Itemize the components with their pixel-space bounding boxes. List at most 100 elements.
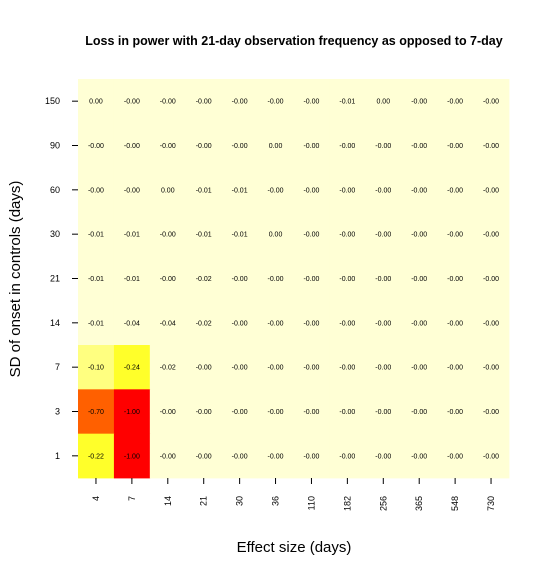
cell-value-label: -0.00 (303, 453, 319, 460)
cell-value-label: -0.00 (196, 453, 212, 460)
y-tick-label: 60 (50, 185, 60, 195)
cell-value-label: -0.00 (375, 453, 391, 460)
cell-value-label: -1.00 (124, 453, 140, 460)
cell-value-label: -0.00 (483, 143, 499, 150)
cell-value-label: -0.00 (447, 453, 463, 460)
y-tick-label: 150 (45, 96, 60, 106)
cell-value-label: -0.01 (232, 232, 248, 239)
cell-value-label: -0.00 (339, 453, 355, 460)
cell-value-label: -0.00 (339, 187, 355, 194)
cell-value-label: -0.00 (232, 365, 248, 372)
cell-value-label: -0.00 (447, 276, 463, 283)
cell-value-label: -0.00 (483, 187, 499, 194)
cell-value-label: -0.02 (160, 365, 176, 372)
cell-value-label: -0.00 (303, 365, 319, 372)
cell-value-label: -0.70 (88, 409, 104, 416)
cell-value-label: -0.00 (232, 143, 248, 150)
cell-value-label: -0.00 (303, 143, 319, 150)
cell-value-label: -0.00 (88, 143, 104, 150)
x-tick-label: 110 (306, 496, 316, 510)
cell-value-label: -0.01 (232, 187, 248, 194)
cell-value-label: -0.01 (124, 276, 140, 283)
cell-value-label: -0.00 (160, 99, 176, 106)
cell-value-label: -0.00 (268, 187, 284, 194)
cell-value-label: -0.01 (196, 232, 212, 239)
cell-value-label: -0.00 (232, 99, 248, 106)
cell-value-label: -0.00 (447, 99, 463, 106)
x-tick-label: 30 (235, 496, 245, 506)
cell-value-label: -0.00 (411, 365, 427, 372)
cell-value-label: -0.00 (447, 232, 463, 239)
cell-value-label: 0.00 (269, 143, 283, 150)
cell-value-label: -0.00 (447, 187, 463, 194)
cell-value-label: -0.01 (124, 232, 140, 239)
cell-value-label: -0.00 (339, 232, 355, 239)
cell-value-label: -0.00 (339, 143, 355, 150)
cell-value-label: -0.00 (196, 365, 212, 372)
cell-value-label: -0.00 (411, 99, 427, 106)
cell-value-label: -0.00 (232, 453, 248, 460)
cell-value-label: -0.00 (411, 187, 427, 194)
heatmap-cells (78, 79, 509, 478)
x-tick-label: 36 (271, 496, 281, 506)
cell-value-label: -0.00 (124, 187, 140, 194)
chart-title: Loss in power with 21-day observation fr… (85, 34, 502, 48)
cell-value-label: -0.00 (339, 320, 355, 327)
cell-value-label: -0.24 (124, 365, 140, 372)
cell-value-label: -0.00 (124, 143, 140, 150)
cell-value-label: -0.00 (483, 99, 499, 106)
cell-value-label: -0.00 (124, 99, 140, 106)
cell-value-label: -0.00 (160, 143, 176, 150)
cell-value-label: -0.00 (483, 232, 499, 239)
cell-value-label: -0.00 (303, 320, 319, 327)
cell-value-label: -0.00 (268, 409, 284, 416)
cell-value-label: -0.00 (232, 409, 248, 416)
cell-value-label: -0.00 (268, 320, 284, 327)
x-tick-label: 365 (414, 496, 424, 511)
x-tick-label: 730 (486, 496, 496, 511)
cell-value-label: -0.00 (483, 409, 499, 416)
cell-value-label: -0.00 (411, 320, 427, 327)
cell-value-label: -0.01 (339, 99, 355, 106)
cell-value-label: -0.00 (447, 320, 463, 327)
cell-value-label: -0.00 (196, 409, 212, 416)
cell-value-label: -0.00 (196, 143, 212, 150)
cell-value-label: -0.00 (375, 143, 391, 150)
cell-value-label: -0.02 (196, 320, 212, 327)
y-tick-label: 1 (55, 451, 60, 461)
cell-value-label: -0.00 (483, 276, 499, 283)
cell-value-label: -0.00 (232, 276, 248, 283)
cell-value-label: -0.00 (232, 320, 248, 327)
cell-value-label: -0.00 (303, 276, 319, 283)
cell-value-label: -0.00 (339, 365, 355, 372)
x-tick-label: 14 (163, 496, 173, 506)
cell-value-label: -0.00 (268, 365, 284, 372)
cell-value-label: -0.01 (88, 276, 104, 283)
y-tick-label: 21 (50, 274, 60, 284)
cell-value-label: -0.00 (339, 409, 355, 416)
cell-value-label: -0.00 (268, 99, 284, 106)
cell-value-label: -0.00 (483, 453, 499, 460)
cell-value-label: -0.00 (303, 99, 319, 106)
cell-value-label: 0.00 (376, 99, 390, 106)
cell-value-label: -0.00 (375, 276, 391, 283)
cell-value-label: -0.22 (88, 453, 104, 460)
x-tick-label: 21 (199, 496, 209, 506)
cell-value-label: -0.01 (88, 232, 104, 239)
cell-value-label: -0.02 (196, 276, 212, 283)
x-axis-label: Effect size (days) (237, 539, 352, 556)
cell-value-label: -0.00 (375, 320, 391, 327)
y-tick-label: 7 (55, 362, 60, 372)
cell-value-label: -0.00 (160, 232, 176, 239)
y-tick-label: 30 (50, 229, 60, 239)
cell-value-label: 0.00 (269, 232, 283, 239)
y-axis-label: SD of onset in controls (days) (7, 181, 24, 378)
cell-value-label: -0.04 (160, 320, 176, 327)
cell-value-label: -0.04 (124, 320, 140, 327)
y-tick-label: 14 (50, 318, 60, 328)
cell-value-label: -0.00 (160, 453, 176, 460)
cell-value-label: -0.00 (303, 232, 319, 239)
cell-value-label: -0.00 (160, 276, 176, 283)
cell-value-label: -0.00 (303, 187, 319, 194)
